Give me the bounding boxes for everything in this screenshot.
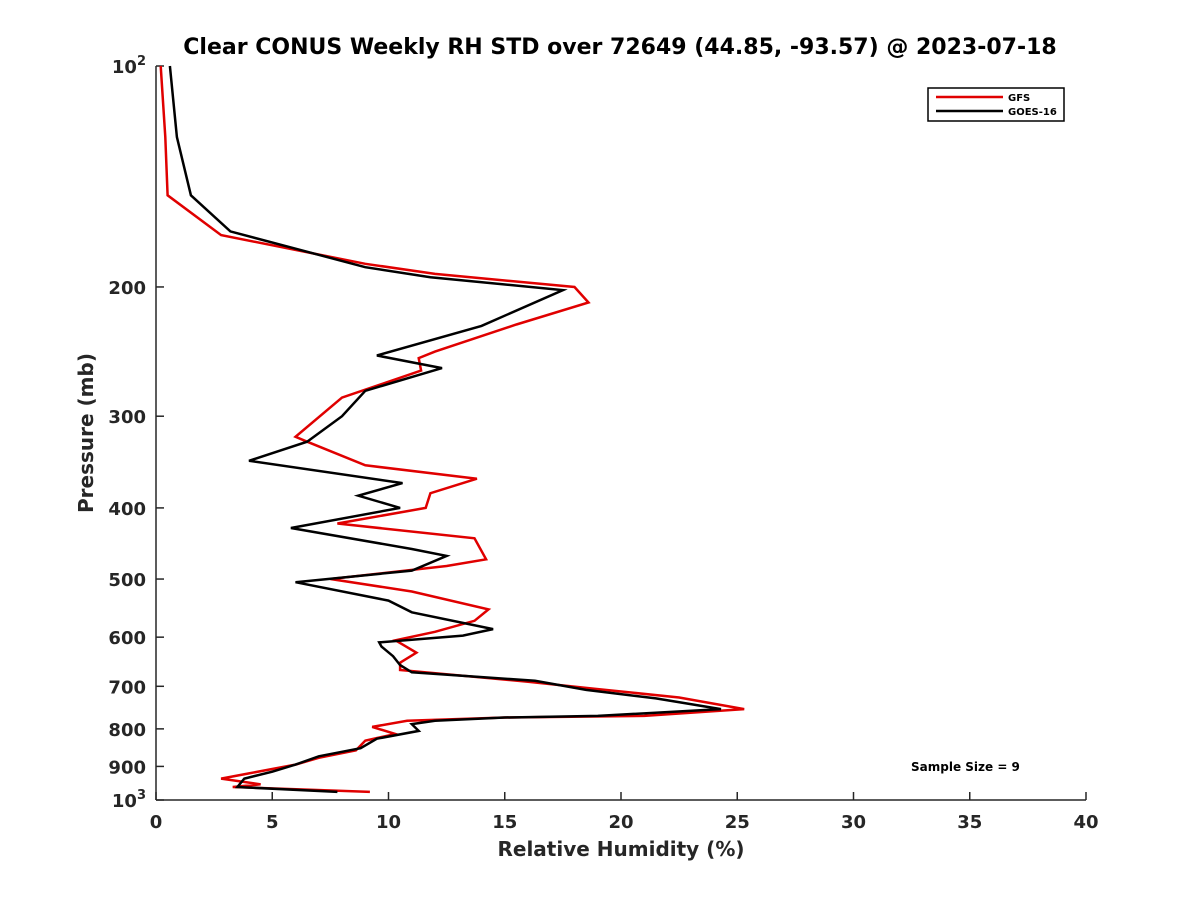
sample-size-annotation: Sample Size = 9 bbox=[911, 760, 1020, 774]
y-tick-label: 700 bbox=[108, 677, 146, 698]
y-tick-label-exponent: 3 bbox=[137, 788, 146, 803]
legend-label-goes16: GOES-16 bbox=[1008, 107, 1057, 118]
y-tick-label-exponent: 2 bbox=[137, 54, 146, 69]
x-tick-label: 35 bbox=[957, 812, 982, 833]
x-axis-title: Relative Humidity (%) bbox=[497, 837, 744, 861]
x-tick-label: 30 bbox=[841, 812, 866, 833]
x-tick-label: 40 bbox=[1073, 812, 1098, 833]
x-tick-label: 25 bbox=[725, 812, 750, 833]
legend: GFS GOES-16 bbox=[927, 87, 1065, 122]
legend-label-gfs: GFS bbox=[1008, 93, 1030, 104]
y-tick-label: 400 bbox=[108, 499, 146, 520]
y-tick-label: 102 bbox=[112, 54, 146, 78]
x-tick-label: 0 bbox=[150, 812, 163, 833]
y-tick-label: 200 bbox=[108, 278, 146, 299]
x-tick-label: 10 bbox=[376, 812, 401, 833]
y-tick-label-base: 10 bbox=[112, 57, 137, 78]
series-line-gfs bbox=[159, 65, 745, 794]
chart-title: Clear CONUS Weekly RH STD over 72649 (44… bbox=[183, 35, 1056, 60]
y-tick-label: 600 bbox=[108, 628, 146, 649]
y-tick-label: 300 bbox=[108, 407, 146, 428]
y-tick-label: 500 bbox=[108, 570, 146, 591]
y-tick-label: 900 bbox=[108, 757, 146, 778]
y-tick-label-base: 10 bbox=[112, 791, 137, 812]
series-line-goes-16 bbox=[168, 65, 722, 794]
plot-area: 0 5 10 15 20 25 30 35 40102200300400500600700800… bbox=[108, 54, 1098, 833]
y-tick-label: 103 bbox=[112, 788, 146, 812]
y-tick-label: 800 bbox=[108, 720, 146, 741]
y-axis-title: Pressure (mb) bbox=[74, 353, 98, 513]
legend-box bbox=[927, 87, 1065, 122]
x-tick-label: 15 bbox=[492, 812, 517, 833]
x-tick-label: 20 bbox=[608, 812, 633, 833]
x-tick-label: 5 bbox=[266, 812, 279, 833]
